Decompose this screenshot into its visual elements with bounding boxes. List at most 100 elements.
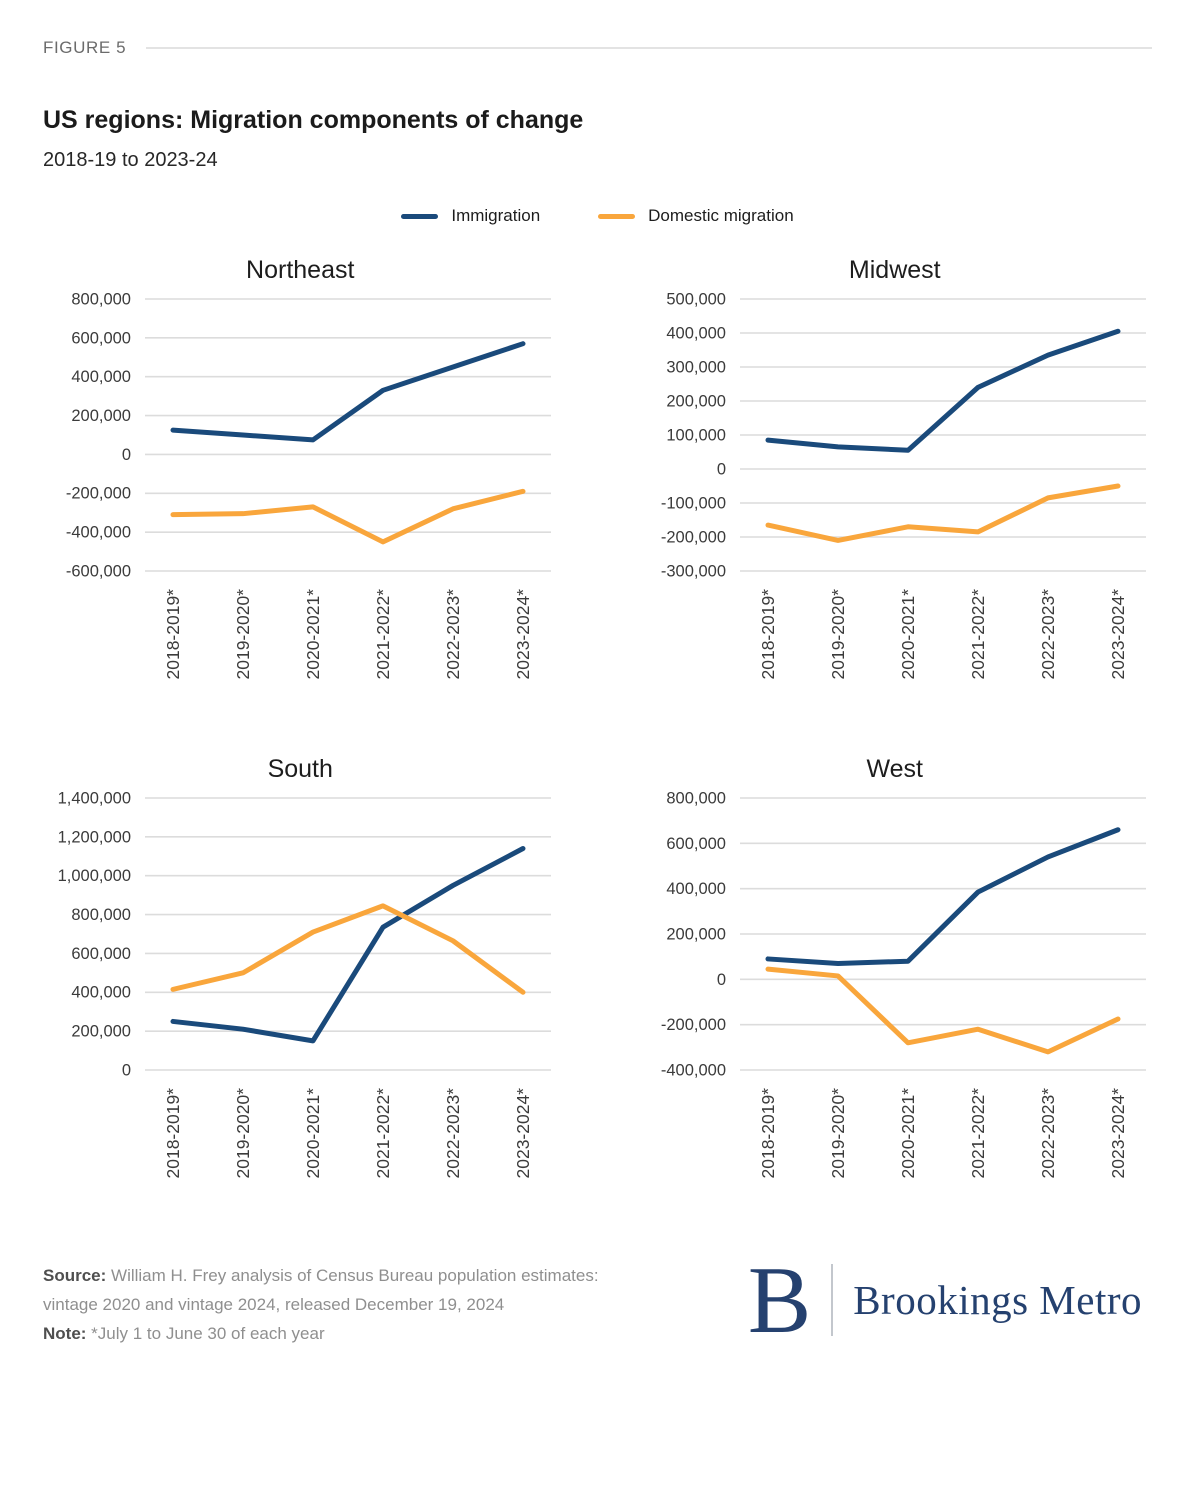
- svg-text:2019-2020*: 2019-2020*: [828, 589, 848, 680]
- series-line-domestic-migration: [765, 966, 1120, 1055]
- brand-wordmark: Brookings Metro: [853, 1277, 1142, 1323]
- note-label: Note:: [43, 1323, 87, 1343]
- svg-text:-400,000: -400,000: [66, 524, 131, 542]
- svg-text:2018-2019*: 2018-2019*: [758, 589, 778, 680]
- series-line-domestic-migration: [765, 483, 1120, 543]
- x-axis-labels: 2018-2019* 2019-2020* 2020-2021* 2021-2022*…: [163, 589, 533, 680]
- svg-text:2020-2021*: 2020-2021*: [898, 1088, 918, 1179]
- brookings-metro-logo: B Brookings Metro: [747, 1246, 1142, 1353]
- svg-text:2022-2023*: 2022-2023*: [1038, 1088, 1058, 1179]
- svg-text:2022-2023*: 2022-2023*: [443, 1088, 463, 1179]
- legend-item-immigration: Immigration: [401, 206, 540, 226]
- svg-text:0: 0: [716, 460, 725, 478]
- immigration-line-swatch: [401, 213, 439, 219]
- figure-header: FIGURE 5: [43, 38, 1152, 58]
- svg-text:2019-2020*: 2019-2020*: [828, 1088, 848, 1179]
- svg-text:800,000: 800,000: [71, 906, 131, 924]
- svg-text:-200,000: -200,000: [660, 1016, 725, 1034]
- note-line: Note: *July 1 to June 30 of each year: [43, 1320, 605, 1349]
- legend-label-domestic-migration: Domestic migration: [648, 206, 794, 225]
- svg-text:1,200,000: 1,200,000: [58, 828, 131, 846]
- charts-grid: Northeast 800,000 600,000 400,000 200,000 0 -…: [43, 256, 1152, 1210]
- svg-text:500,000: 500,000: [666, 291, 726, 308]
- y-axis-labels: 800,000 600,000 400,000 200,000 0 -200,000 -40…: [66, 291, 131, 580]
- svg-text:200,000: 200,000: [71, 407, 131, 425]
- svg-text:2022-2023*: 2022-2023*: [443, 589, 463, 680]
- chart-title-northeast: Northeast: [246, 256, 355, 284]
- svg-text:2021-2022*: 2021-2022*: [373, 589, 393, 680]
- series-line-domestic-migration: [170, 488, 526, 545]
- svg-text:-200,000: -200,000: [660, 528, 725, 546]
- page-title: US regions: Migration components of chan…: [43, 106, 584, 134]
- chart-northeast-plot: 800,000 600,000 400,000 200,000 0 -200,000 -40…: [66, 291, 551, 680]
- logo-divider: [831, 1264, 834, 1336]
- chart-title-west: West: [866, 755, 924, 783]
- svg-text:2021-2022*: 2021-2022*: [373, 1088, 393, 1179]
- figure-footer: Source: William H. Frey analysis of Cens…: [43, 1246, 1152, 1353]
- svg-text:800,000: 800,000: [71, 291, 131, 308]
- x-axis-labels: 2018-2019* 2019-2020* 2020-2021* 2021-2022*…: [163, 1088, 533, 1179]
- svg-text:2023-2024*: 2023-2024*: [1108, 589, 1128, 680]
- svg-text:2018-2019*: 2018-2019*: [758, 1088, 778, 1179]
- svg-text:2018-2019*: 2018-2019*: [163, 1088, 183, 1179]
- x-axis-labels: 2018-2019* 2019-2020* 2020-2021* 2021-2022*…: [758, 1088, 1128, 1179]
- series-line-immigration: [765, 328, 1120, 453]
- svg-text:-200,000: -200,000: [66, 485, 131, 503]
- gridlines: [739, 298, 1146, 572]
- figure-number-label: FIGURE 5: [43, 38, 127, 57]
- svg-text:-400,000: -400,000: [660, 1061, 725, 1079]
- svg-text:2023-2024*: 2023-2024*: [513, 589, 533, 680]
- svg-text:0: 0: [716, 971, 725, 989]
- source-line: Source: William H. Frey analysis of Cens…: [43, 1262, 605, 1320]
- svg-text:1,400,000: 1,400,000: [58, 790, 131, 807]
- svg-text:2021-2022*: 2021-2022*: [968, 1088, 988, 1179]
- svg-text:0: 0: [122, 446, 131, 464]
- svg-text:400,000: 400,000: [71, 368, 131, 386]
- svg-text:2018-2019*: 2018-2019*: [163, 589, 183, 680]
- svg-text:-100,000: -100,000: [660, 494, 725, 512]
- chart-midwest-plot: 500,000 400,000 300,000 200,000 100,000 0 -100…: [660, 291, 1146, 680]
- svg-text:800,000: 800,000: [666, 790, 726, 807]
- chart-title-south: South: [267, 755, 333, 783]
- source-note-block: Source: William H. Frey analysis of Cens…: [43, 1262, 605, 1349]
- source-label: Source:: [43, 1266, 107, 1285]
- note-text: *July 1 to June 30 of each year: [86, 1323, 325, 1343]
- svg-text:300,000: 300,000: [666, 358, 726, 376]
- svg-text:400,000: 400,000: [666, 324, 726, 342]
- domestic-migration-line-swatch: [598, 213, 636, 219]
- svg-text:1,000,000: 1,000,000: [58, 867, 131, 885]
- svg-text:2019-2020*: 2019-2020*: [233, 1088, 253, 1179]
- svg-text:2023-2024*: 2023-2024*: [513, 1088, 533, 1179]
- x-axis-labels: 2018-2019* 2019-2020* 2020-2021* 2021-2022*…: [758, 589, 1128, 680]
- header-rule: [146, 47, 1152, 49]
- brookings-b-icon: B: [747, 1246, 812, 1353]
- chart-west: West 800,000 600,000 400,000 200,000 0 -200,0…: [638, 755, 1153, 1210]
- source-text: William H. Frey analysis of Census Burea…: [43, 1266, 599, 1314]
- chart-legend: Immigration Domestic migration: [43, 206, 1152, 226]
- svg-text:600,000: 600,000: [71, 945, 131, 963]
- series-line-immigration: [765, 827, 1120, 966]
- chart-northeast: Northeast 800,000 600,000 400,000 200,000 0 -…: [43, 256, 558, 711]
- chart-title-midwest: Midwest: [848, 256, 941, 284]
- svg-text:2020-2021*: 2020-2021*: [898, 589, 918, 680]
- gridlines: [145, 298, 551, 572]
- y-axis-labels: 800,000 600,000 400,000 200,000 0 -200,000 -40…: [660, 790, 725, 1079]
- svg-text:200,000: 200,000: [666, 925, 726, 943]
- svg-text:200,000: 200,000: [666, 392, 726, 410]
- chart-south-plot: 1,400,000 1,200,000 1,000,000 800,000 600,00…: [58, 790, 551, 1179]
- y-axis-labels: 500,000 400,000 300,000 200,000 100,000 0 -100…: [660, 291, 725, 580]
- gridlines: [145, 797, 551, 1071]
- chart-south: South 1,400,000 1,200,000 1,000,000 800,000…: [43, 755, 558, 1210]
- svg-text:200,000: 200,000: [71, 1023, 131, 1041]
- gridlines: [739, 797, 1146, 1071]
- svg-text:2020-2021*: 2020-2021*: [303, 1088, 323, 1179]
- svg-text:2022-2023*: 2022-2023*: [1038, 589, 1058, 680]
- svg-text:400,000: 400,000: [666, 880, 726, 898]
- svg-text:-600,000: -600,000: [66, 562, 131, 580]
- svg-text:2021-2022*: 2021-2022*: [968, 589, 988, 680]
- series-line-immigration: [170, 341, 526, 443]
- page-subtitle: 2018-19 to 2023-24: [43, 149, 218, 171]
- svg-text:0: 0: [122, 1061, 131, 1079]
- legend-item-domestic-migration: Domestic migration: [598, 206, 794, 226]
